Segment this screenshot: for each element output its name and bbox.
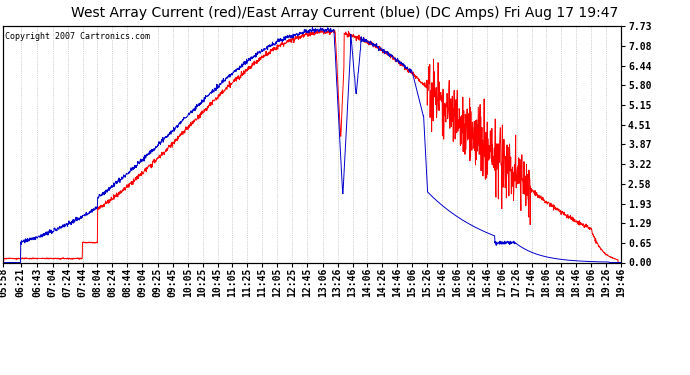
Text: Copyright 2007 Cartronics.com: Copyright 2007 Cartronics.com [6,32,150,41]
Text: West Array Current (red)/East Array Current (blue) (DC Amps) Fri Aug 17 19:47: West Array Current (red)/East Array Curr… [71,6,619,20]
